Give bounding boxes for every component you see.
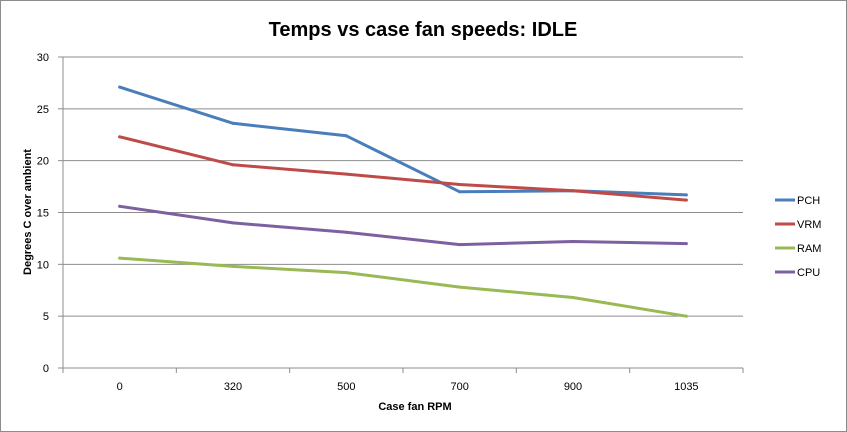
y-tick-label: 30 [37, 52, 49, 64]
y-tick-labels: 0 5 10 15 20 25 30 [37, 52, 49, 375]
data-point [344, 134, 348, 138]
series-line-ram [118, 256, 688, 318]
y-tick-label: 20 [37, 156, 49, 168]
y-axis-label: Degrees C over ambient [22, 149, 34, 275]
data-point [118, 204, 122, 208]
data-point [118, 135, 122, 139]
data-point [684, 193, 688, 197]
x-tick-labels: 0 320 500 700 900 1035 [117, 381, 699, 393]
data-point [571, 296, 575, 300]
x-axis-label: Case fan RPM [378, 401, 451, 413]
y-tick-label: 10 [37, 259, 49, 271]
y-tick-label: 25 [37, 104, 49, 116]
data-point [458, 183, 462, 187]
data-point [571, 189, 575, 193]
data-point [231, 264, 235, 268]
x-tick-label: 0 [117, 381, 123, 393]
y-tick-label: 0 [43, 363, 49, 375]
data-point [684, 198, 688, 202]
y-tick-label: 15 [37, 208, 49, 220]
data-point [458, 285, 462, 289]
y-tick-label: 5 [43, 311, 49, 323]
chart-title: Temps vs case fan speeds: IDLE [269, 19, 578, 41]
data-point [571, 240, 575, 244]
legend-label-vrm: VRM [797, 219, 821, 231]
axes [58, 56, 744, 373]
data-point [458, 190, 462, 194]
data-point [231, 221, 235, 225]
data-point [344, 172, 348, 176]
data-point [684, 314, 688, 318]
series-lines [118, 85, 688, 318]
data-point [458, 243, 462, 247]
x-tick-label: 1035 [674, 381, 698, 393]
data-point [344, 271, 348, 275]
data-point [118, 256, 122, 260]
gridlines [63, 56, 743, 317]
x-tick-label: 700 [450, 381, 468, 393]
x-tick-label: 320 [224, 381, 242, 393]
data-point [118, 85, 122, 89]
legend-label-ram: RAM [797, 243, 821, 255]
series-line-vrm [118, 135, 688, 202]
x-tick-label: 500 [337, 381, 355, 393]
data-point [231, 163, 235, 167]
series-line-cpu [118, 204, 688, 247]
x-tick-label: 900 [564, 381, 582, 393]
legend: PCH VRM RAM CPU [775, 195, 821, 279]
data-point [684, 242, 688, 246]
data-point [231, 121, 235, 125]
legend-label-cpu: CPU [797, 267, 820, 279]
legend-label-pch: PCH [797, 195, 820, 207]
data-point [344, 230, 348, 234]
